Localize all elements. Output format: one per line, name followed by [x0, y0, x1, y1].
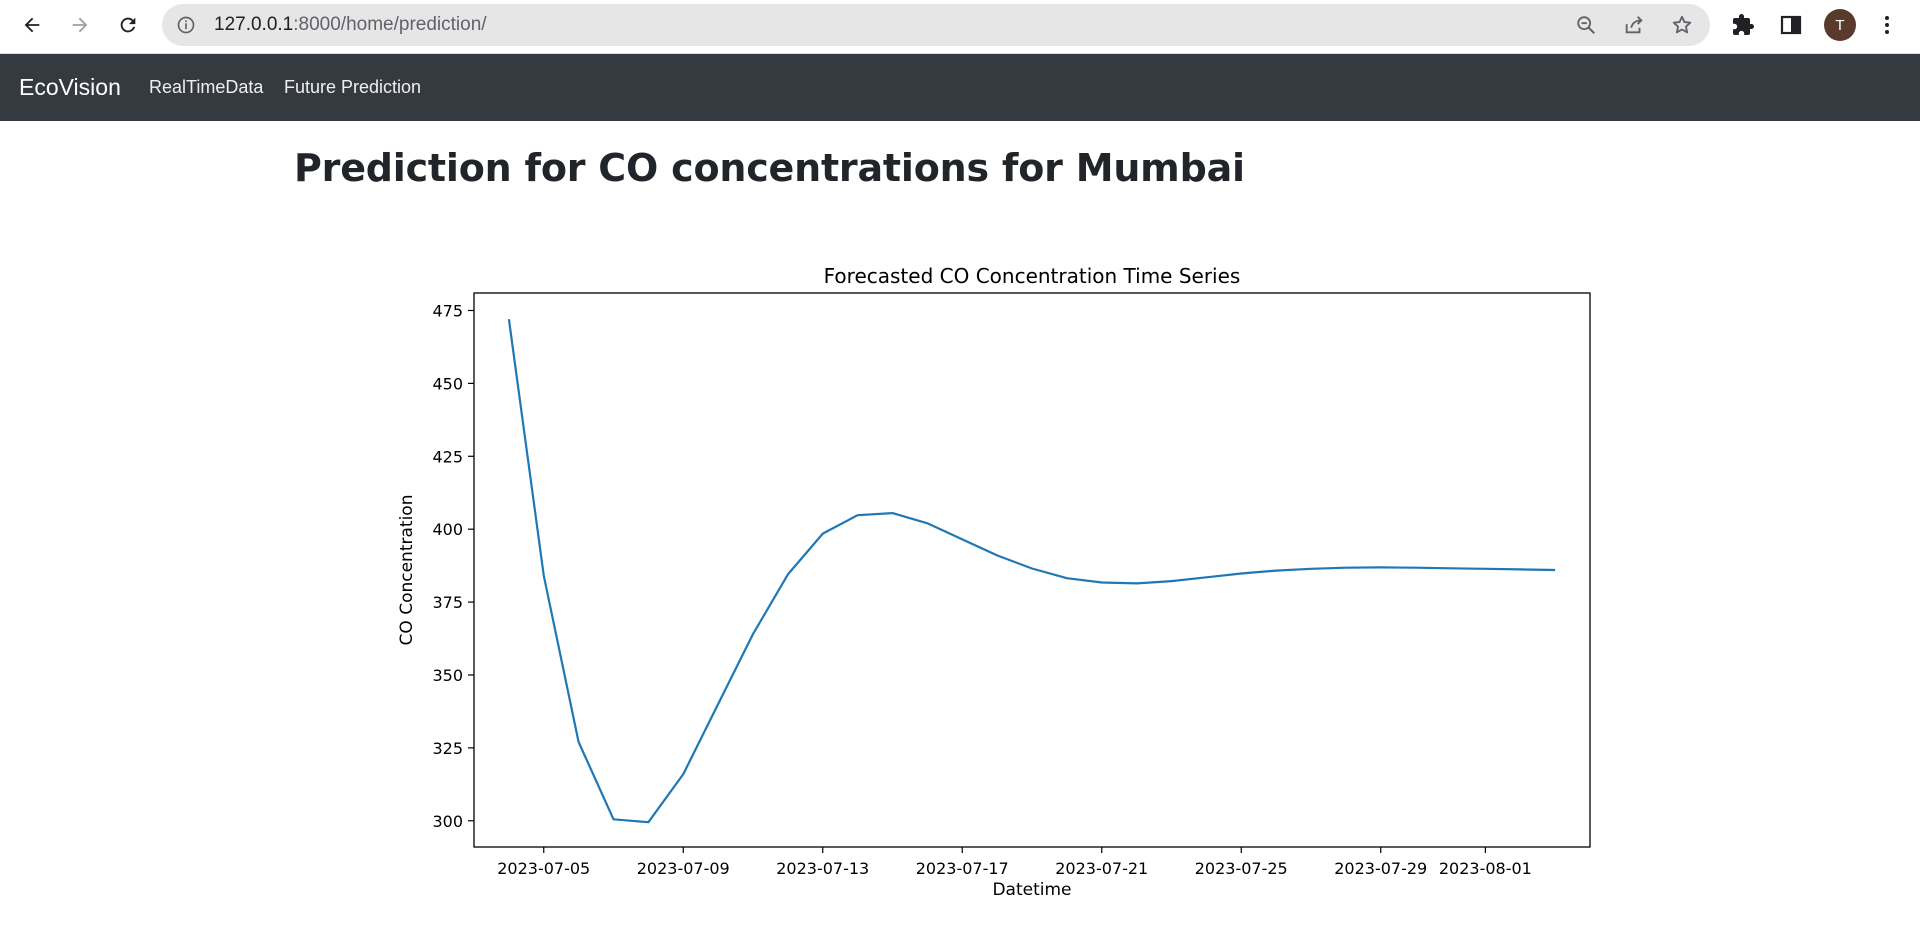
- x-tick-label: 2023-07-25: [1195, 859, 1288, 878]
- url-path: :8000/home/prediction/: [293, 14, 487, 35]
- y-tick-label: 350: [432, 666, 463, 685]
- y-tick-label: 400: [432, 520, 463, 539]
- x-tick-label: 2023-07-05: [497, 859, 590, 878]
- chart-title: Forecasted CO Concentration Time Series: [824, 264, 1241, 288]
- y-tick-label: 325: [432, 739, 463, 758]
- app-navbar: EcoVision RealTimeData Future Prediction: [0, 54, 1920, 121]
- brand-logo[interactable]: EcoVision: [19, 74, 121, 100]
- url-host: 127.0.0.1: [214, 14, 294, 35]
- x-tick-label: 2023-08-01: [1439, 859, 1532, 878]
- y-tick-label: 450: [432, 374, 463, 393]
- x-tick-label: 2023-07-17: [916, 859, 1009, 878]
- x-tick-label: 2023-07-29: [1334, 859, 1427, 878]
- y-tick-label: 300: [432, 812, 463, 831]
- x-axis-label: Datetime: [992, 880, 1071, 900]
- zoom-out-icon[interactable]: [1575, 14, 1597, 36]
- chart-svg: Forecasted CO Concentration Time Series …: [397, 264, 1591, 900]
- nav-link-realtimedata[interactable]: RealTimeData: [149, 77, 264, 97]
- url-text[interactable]: 127.0.0.1:8000/home/prediction/: [214, 4, 487, 46]
- puzzle-icon[interactable]: [1731, 13, 1755, 37]
- y-axis-label: CO Concentration: [397, 495, 417, 646]
- nav-link-future-prediction[interactable]: Future Prediction: [284, 77, 422, 97]
- x-tick-label: 2023-07-09: [637, 859, 730, 878]
- page-title: Prediction for CO concentrations for Mum…: [294, 146, 1245, 190]
- address-bar[interactable]: 127.0.0.1:8000/home/prediction/: [162, 4, 1710, 46]
- info-icon[interactable]: [176, 15, 196, 35]
- kebab-menu-icon[interactable]: [1875, 13, 1899, 37]
- y-tick-label: 375: [432, 593, 463, 612]
- x-tick-label: 2023-07-13: [776, 859, 869, 878]
- forward-button[interactable]: [63, 8, 97, 42]
- y-tick-label: 425: [432, 447, 463, 466]
- plot-frame: [473, 292, 1591, 848]
- forward-arrow-icon: [72, 17, 88, 33]
- y-tick-label: 475: [432, 301, 463, 320]
- reload-icon: [120, 17, 136, 33]
- x-tick-label: 2023-07-21: [1055, 859, 1148, 878]
- back-button[interactable]: [15, 8, 49, 42]
- side-panel-icon[interactable]: [1779, 13, 1803, 37]
- back-arrow-icon: [24, 17, 40, 33]
- share-icon[interactable]: [1623, 14, 1645, 36]
- avatar[interactable]: T: [1824, 9, 1856, 41]
- series-line: [507, 319, 1556, 824]
- browser-toolbar: 127.0.0.1:8000/home/prediction/ T: [0, 0, 1920, 54]
- forecast-chart: Forecasted CO Concentration Time Series …: [390, 248, 1630, 908]
- reload-button[interactable]: [111, 8, 145, 42]
- star-icon[interactable]: [1671, 14, 1693, 36]
